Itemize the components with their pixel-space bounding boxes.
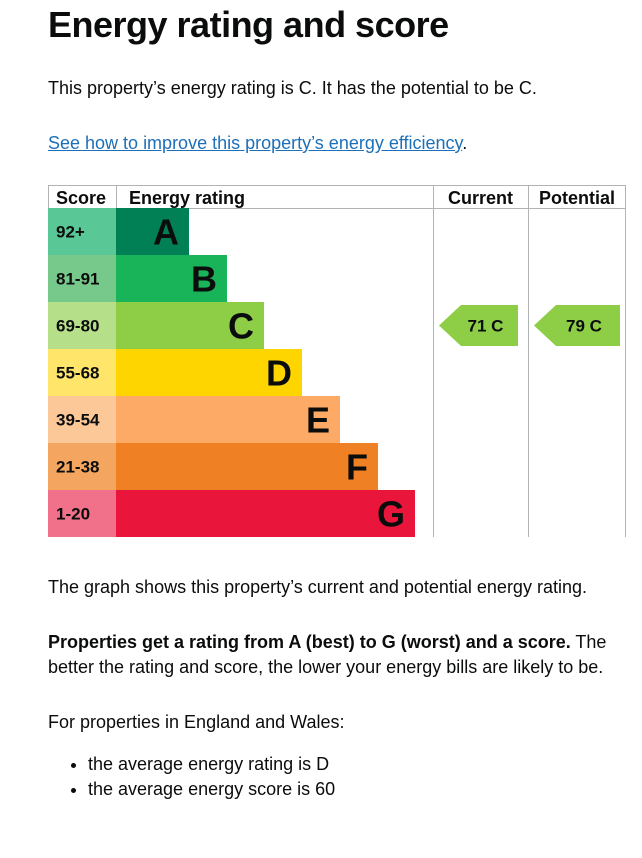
improve-link-paragraph: See how to improve this property’s energ… [48,131,467,156]
page-title: Energy rating and score [48,4,449,45]
rating-bar-d [116,349,302,396]
average-score-item: the average energy score is 60 [88,777,335,802]
score-range-d: 55-68 [56,364,99,383]
rating-bar-b [116,255,227,302]
score-range-f: 21-38 [56,458,99,477]
rating-letter-g: G [377,494,405,535]
score-range-e: 39-54 [56,411,100,430]
rating-letter-b: B [191,259,217,300]
rating-letter-e: E [306,400,330,441]
potential-rating-label: 79 C [566,317,602,336]
current-rating-arrow [439,305,518,346]
rating-bar-a [116,208,189,255]
potential-header: Potential [539,188,615,208]
rating-letter-c: C [228,306,254,347]
score-header: Score [56,188,106,208]
potential-rating-arrow [534,305,620,346]
energy-rating-chart: Score Energy rating Current Potential 92+ A 81… [48,185,626,537]
score-range-cell-e [48,396,116,443]
rating-summary: This property’s energy rating is C. It h… [48,78,537,98]
rating-letter-a: A [153,212,179,253]
score-range-cell-c [48,302,116,349]
score-range-a: 92+ [56,223,85,242]
energy-rating-header: Energy rating [129,188,245,208]
properties-bold-text: Properties get a rating from A (best) to… [48,632,571,652]
score-range-b: 81-91 [56,270,99,289]
score-range-cell-a [48,208,116,255]
properties-rest-text: The better the rating and score, the low… [48,632,607,677]
score-range-cell-f [48,443,116,490]
rating-bar-f [116,443,378,490]
score-range-g: 1-20 [56,505,90,524]
link-suffix: . [462,133,468,153]
current-rating-label: 71 C [468,317,504,336]
rating-letter-f: F [346,447,368,488]
properties-explanation: Properties get a rating from A (best) to… [48,630,628,680]
averages-list: the average energy rating is D the avera… [48,752,335,802]
rating-bar-e [116,396,340,443]
improve-efficiency-link[interactable]: See how to improve this property’s energ… [48,133,463,153]
rating-bar-g [116,490,415,537]
score-range-cell-g [48,490,116,537]
region-intro: For properties in England and Wales: [48,712,345,732]
score-range-c: 69-80 [56,317,99,336]
score-range-cell-b [48,255,116,302]
average-rating-item: the average energy rating is D [88,752,335,777]
rating-bar-c [116,302,264,349]
current-header: Current [448,188,513,208]
score-range-cell-d [48,349,116,396]
graph-note: The graph shows this property’s current … [48,577,587,597]
rating-letter-d: D [266,353,292,394]
